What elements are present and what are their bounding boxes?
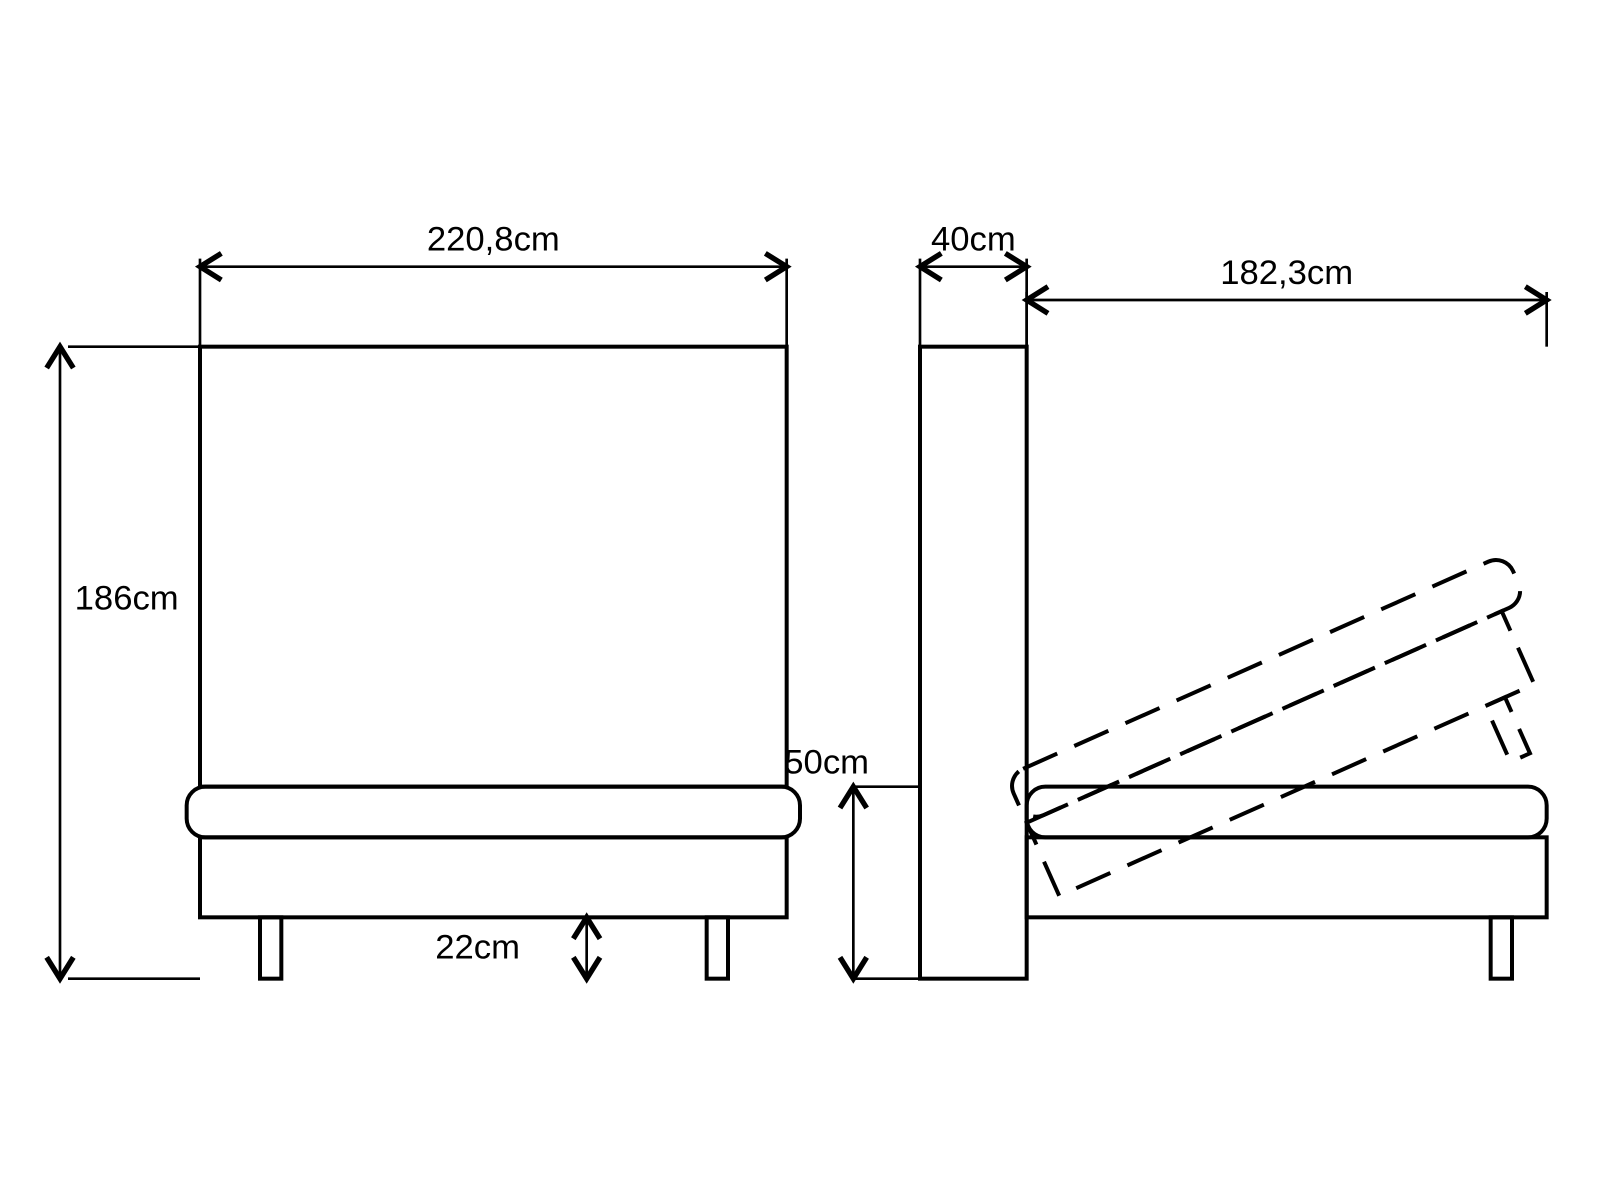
dim-front-width: 220,8cm bbox=[427, 221, 560, 259]
dim-front-height: 186cm bbox=[75, 579, 179, 617]
dim-front-leg: 22cm bbox=[435, 929, 520, 967]
front-mattress bbox=[187, 787, 800, 838]
dim-mattress-height: 50cm bbox=[784, 743, 869, 781]
front-base bbox=[200, 837, 787, 917]
side-lifted-group bbox=[1006, 554, 1583, 952]
side-headboard bbox=[920, 347, 1027, 979]
front-headboard bbox=[200, 347, 787, 787]
dim-side-length: 182,3cm bbox=[1220, 254, 1353, 292]
side-leg bbox=[1491, 917, 1512, 978]
front-leg-left bbox=[260, 917, 281, 978]
furniture-dimension-diagram: 220,8cm 186cm 22cm 40cm 182,3cm 50cm bbox=[0, 0, 1600, 1200]
front-leg-right bbox=[707, 917, 728, 978]
dim-hb-depth: 40cm bbox=[931, 221, 1016, 259]
